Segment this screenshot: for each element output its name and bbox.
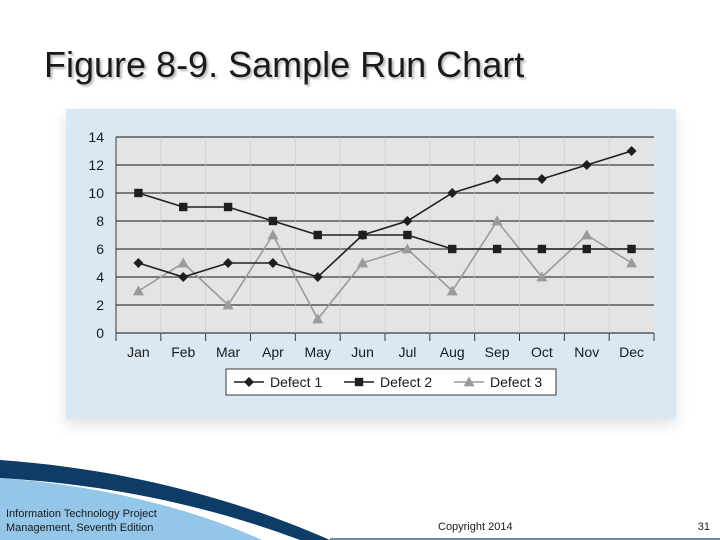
data-point-defect-1 <box>267 258 278 268</box>
data-point-defect-1 <box>581 160 592 170</box>
data-point-defect-2 <box>358 230 367 240</box>
data-point-defect-2 <box>582 244 591 254</box>
swoosh-light-band <box>0 478 262 540</box>
footer-line-2: Management, Seventh Edition <box>6 522 154 534</box>
legend-marker-defect-3 <box>463 376 475 387</box>
footer-book-title: Information Technology Project Managemen… <box>6 507 157 535</box>
x-tick-label: May <box>305 344 331 360</box>
legend-label: Defect 3 <box>490 374 542 390</box>
data-point-defect-2 <box>179 202 188 212</box>
series-line-defect-2 <box>138 192 632 250</box>
footer-line-1: Information Technology Project <box>6 508 157 520</box>
y-tick-label: 2 <box>96 297 104 313</box>
x-tick-label: Jun <box>351 344 374 360</box>
x-tick-label: Feb <box>171 344 195 360</box>
data-point-defect-3 <box>267 229 279 240</box>
data-point-defect-2 <box>223 202 233 212</box>
y-tick-label: 4 <box>96 269 104 285</box>
page-title: Figure 8-9. Sample Run Chart <box>44 44 525 85</box>
data-point-defect-2 <box>313 230 322 240</box>
run-chart: 0 2 4 6 8 10 12 14 Jan Feb Mar Apr May Jun Jul Aug Sep Oc… <box>88 129 655 396</box>
chart-panel: 0 2 4 6 8 10 12 14 Jan Feb Mar Apr May Jun Jul Aug Sep Oc… <box>66 109 676 419</box>
y-tick-label: 8 <box>96 213 104 229</box>
data-point-defect-3 <box>491 215 503 226</box>
legend-label: Defect 1 <box>270 374 322 390</box>
data-point-defect-1 <box>402 216 413 226</box>
data-point-defect-3 <box>581 229 593 240</box>
series-line-defect-3 <box>137 219 633 321</box>
x-tick-label: Jan <box>127 344 150 360</box>
x-tick-label: Apr <box>262 344 284 360</box>
data-point-defect-3 <box>401 243 413 254</box>
data-point-defect-2 <box>403 230 412 240</box>
x-tick-label: Jul <box>398 344 416 360</box>
legend-label: Defect 2 <box>380 374 432 390</box>
data-point-defect-3 <box>312 313 324 324</box>
data-point-defect-1 <box>133 258 144 268</box>
y-tick-label: 0 <box>96 325 104 341</box>
series-line-defect-1 <box>138 150 632 278</box>
data-point-defect-3 <box>222 299 234 310</box>
data-point-defect-3 <box>357 257 369 268</box>
data-point-defect-2 <box>268 216 278 226</box>
y-tick-label: 14 <box>88 129 104 145</box>
data-point-defect-2 <box>492 244 502 254</box>
data-point-defect-1 <box>626 146 637 156</box>
x-tick-label: Oct <box>531 344 553 360</box>
data-point-defect-1 <box>312 272 323 282</box>
legend-marker-defect-2 <box>354 377 364 387</box>
x-tick-label: Nov <box>574 344 599 360</box>
data-point-defect-2 <box>134 188 143 198</box>
x-tick-label: Mar <box>216 344 240 360</box>
data-point-defect-3 <box>626 257 638 268</box>
swoosh-dark-band <box>0 460 330 540</box>
y-tick-label: 6 <box>96 241 104 257</box>
data-point-defect-2 <box>627 244 636 254</box>
data-point-defect-3 <box>536 271 548 282</box>
data-point-defect-2 <box>448 244 457 254</box>
legend-box <box>225 368 557 396</box>
legend-marker-defect-1 <box>244 377 254 387</box>
data-point-defect-1 <box>223 258 234 268</box>
data-point-defect-1 <box>492 174 503 184</box>
y-tick-label: 10 <box>88 185 104 201</box>
x-tick-label: Dec <box>619 344 644 360</box>
data-point-defect-2 <box>537 244 547 254</box>
data-point-defect-3 <box>446 285 458 296</box>
y-tick-label: 12 <box>88 157 104 173</box>
data-point-defect-1 <box>447 188 458 198</box>
data-point-defect-1 <box>178 272 189 282</box>
page-number: 31 <box>697 521 710 533</box>
data-point-defect-3 <box>177 257 189 268</box>
footer-copyright: Copyright 2014 <box>438 521 513 533</box>
data-point-defect-3 <box>132 285 144 296</box>
data-point-defect-1 <box>536 174 547 184</box>
x-tick-label: Sep <box>485 344 510 360</box>
x-tick-label: Aug <box>440 344 465 360</box>
